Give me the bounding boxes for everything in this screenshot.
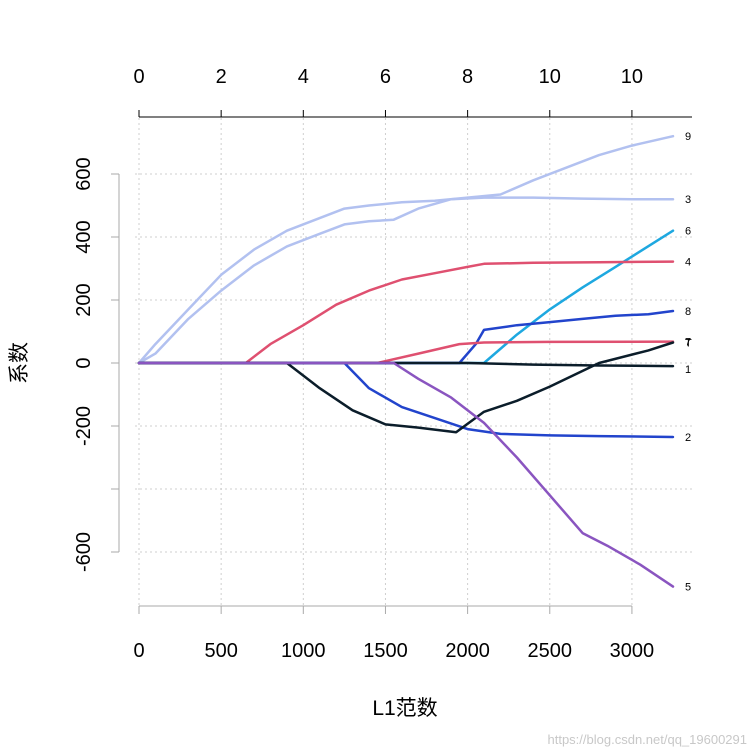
top-tick-label: 2 (216, 66, 227, 88)
top-tick-label: 8 (462, 66, 473, 88)
series-end-label-4: 4 (685, 257, 691, 269)
series-line-7 (137, 340, 675, 365)
y-axis-left: -600 -200 0 200 400 600 (73, 157, 120, 572)
series-line-4 (137, 260, 675, 365)
x-axis-title: L1范数 (372, 697, 437, 720)
series-end-label-5: 5 (685, 582, 691, 594)
series-end-label-2: 2 (685, 432, 691, 444)
x-tick-label: 1000 (281, 640, 326, 662)
x-tick-label: 500 (204, 640, 237, 662)
series-line-T (137, 341, 675, 434)
series-line-8 (137, 309, 675, 365)
series-end-label-3: 3 (685, 194, 691, 206)
top-tick-label: 10 (621, 66, 643, 88)
x-tick-label: 2000 (445, 640, 490, 662)
series-end-labels: 9 3 6 4 8 7 1 2 T 5 (685, 131, 692, 593)
x-axis-bottom: 0 500 1000 1500 2000 2500 3000 (133, 605, 655, 662)
watermark: https://blog.csdn.net/qq_19600291 (547, 732, 748, 747)
top-tick-label: 10 (539, 66, 561, 88)
x-tick-label: 1500 (363, 640, 408, 662)
series-end-label-T: T (685, 338, 692, 350)
series-end-label-6: 6 (685, 226, 691, 238)
series-line-2 (137, 361, 675, 439)
y-tick-label: 600 (73, 157, 95, 190)
series-line-3 (137, 196, 675, 365)
x-tick-label: 0 (133, 640, 144, 662)
series-line-9 (137, 134, 675, 365)
y-tick-label: 0 (73, 357, 95, 368)
y-tick-label: 200 (73, 283, 95, 316)
series-line-6 (137, 229, 675, 365)
x-axis-top: 0 2 4 6 8 10 10 (133, 66, 692, 118)
y-tick-label: 400 (73, 220, 95, 253)
series-end-label-1: 1 (685, 364, 691, 376)
series-line-5 (137, 361, 675, 588)
series-lines (137, 134, 675, 588)
top-tick-label: 6 (380, 66, 391, 88)
top-tick-label: 4 (298, 66, 309, 88)
series-end-label-7: 7 (685, 337, 691, 349)
series-end-label-8: 8 (685, 306, 691, 318)
x-tick-label: 3000 (610, 640, 655, 662)
y-tick-label: -600 (73, 532, 95, 572)
y-tick-label: -200 (73, 406, 95, 446)
top-tick-label: 0 (133, 66, 144, 88)
y-axis-title: 系数 (8, 342, 31, 384)
x-tick-label: 2500 (528, 640, 573, 662)
series-end-label-9: 9 (685, 131, 691, 143)
